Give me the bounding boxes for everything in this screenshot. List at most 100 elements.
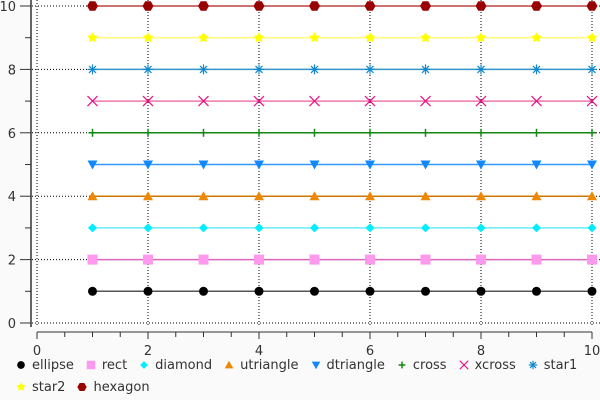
ellipse-marker	[143, 286, 153, 296]
hexagon-icon	[77, 382, 88, 392]
x-tick-label: 6	[366, 344, 374, 359]
star2-marker	[198, 32, 209, 43]
dtriangle-marker	[420, 160, 431, 170]
ellipse-marker	[532, 286, 541, 296]
diamond-icon	[140, 361, 148, 369]
legend-label: star2	[32, 379, 66, 395]
star2-marker	[253, 32, 265, 43]
dtriangle-marker	[87, 160, 98, 170]
xcross-marker	[531, 95, 542, 107]
star1-marker	[143, 64, 153, 75]
diamond-marker	[143, 223, 153, 233]
rect-marker	[365, 254, 375, 265]
rect-marker	[476, 254, 486, 265]
series-star2	[87, 32, 598, 43]
star1-marker	[420, 64, 431, 75]
star1-marker	[254, 64, 264, 75]
star2-icon	[16, 382, 26, 391]
diamond-marker	[587, 223, 597, 233]
y-tick-label: 10	[0, 0, 16, 15]
series-rect	[87, 254, 597, 265]
utriangle-marker	[420, 191, 431, 201]
cross-marker	[532, 128, 541, 137]
utriangle-marker	[143, 191, 153, 201]
ellipse-marker	[310, 286, 319, 296]
legend-item-dtriangle: dtriangle	[309, 356, 385, 374]
y-tick-label: 4	[8, 190, 16, 205]
star1-marker	[587, 64, 597, 75]
hexagon-marker	[586, 1, 598, 11]
dtriangle-marker	[531, 160, 542, 170]
y-tick-label: 8	[8, 63, 16, 78]
star2-marker	[364, 32, 376, 43]
utriangle-marker	[531, 191, 542, 201]
dtriangle-marker	[476, 160, 486, 170]
x-tick-label: 0	[33, 344, 41, 359]
xcross-marker	[198, 95, 209, 107]
ellipse-icon	[17, 361, 25, 369]
x-tick-label: 4	[255, 344, 263, 359]
ellipse-marker	[254, 286, 264, 296]
xcross-marker	[364, 95, 376, 107]
star2-marker	[309, 32, 320, 43]
utriangle-marker	[587, 191, 597, 201]
cross-icon	[398, 361, 406, 369]
dtriangle-marker	[198, 160, 209, 170]
xcross-marker	[142, 95, 154, 107]
legend-item-cross: cross	[395, 356, 447, 374]
xcross-marker	[420, 95, 431, 107]
legend-item-star1: star1	[526, 356, 577, 374]
legend-label: hexagon	[93, 379, 150, 395]
rect-marker	[198, 254, 209, 265]
legend-label: utriangle	[240, 357, 299, 373]
dtriangle-marker	[309, 160, 320, 170]
hexagon-marker	[309, 1, 320, 11]
cross-marker	[199, 128, 208, 137]
ellipse-marker	[365, 286, 375, 296]
legend-item-rect: rect	[84, 356, 127, 374]
legend-item-diamond: diamond	[137, 356, 212, 374]
star1-icon	[528, 360, 538, 370]
x-tick-label: 2	[144, 344, 152, 359]
hexagon-marker	[198, 1, 209, 11]
x-tick-label: 10	[584, 344, 600, 359]
rect-marker	[143, 254, 153, 265]
series-cross	[88, 128, 596, 137]
diamond-marker	[365, 223, 375, 233]
rect-marker	[587, 254, 597, 265]
xcross-marker	[586, 95, 598, 107]
x-tick-label: 8	[477, 344, 485, 359]
series-utriangle	[87, 191, 597, 201]
legend-item-utriangle: utriangle	[222, 356, 299, 374]
xcross-icon	[458, 360, 469, 370]
star1-marker	[365, 64, 375, 75]
utriangle-marker	[254, 191, 264, 201]
y-tick-label: 0	[8, 317, 16, 332]
dtriangle-marker	[143, 160, 153, 170]
hexagon-marker	[253, 1, 265, 11]
series-diamond	[88, 223, 597, 233]
ellipse-marker	[199, 286, 208, 296]
diamond-marker	[88, 223, 97, 233]
legend-label: dtriangle	[326, 357, 385, 373]
legend-label: rect	[101, 357, 128, 373]
star2-marker	[475, 32, 487, 43]
rect-marker	[87, 254, 98, 265]
cross-marker	[310, 128, 319, 137]
ellipse-marker	[421, 286, 430, 296]
ellipse-marker	[476, 286, 486, 296]
series-xcross	[87, 95, 598, 107]
hexagon-marker	[87, 1, 98, 11]
cross-marker	[477, 128, 485, 137]
rect-marker	[531, 254, 542, 265]
series-ellipse	[88, 286, 597, 296]
star2-marker	[531, 32, 542, 43]
hexagon-marker	[531, 1, 542, 11]
hexagon-marker	[420, 1, 431, 11]
star2-marker	[420, 32, 431, 43]
cross-marker	[588, 128, 596, 137]
ellipse-marker	[587, 286, 597, 296]
legend: ellipse rect diamond utriangle dtriangle cros…	[14, 356, 600, 396]
series-star1	[87, 64, 597, 75]
